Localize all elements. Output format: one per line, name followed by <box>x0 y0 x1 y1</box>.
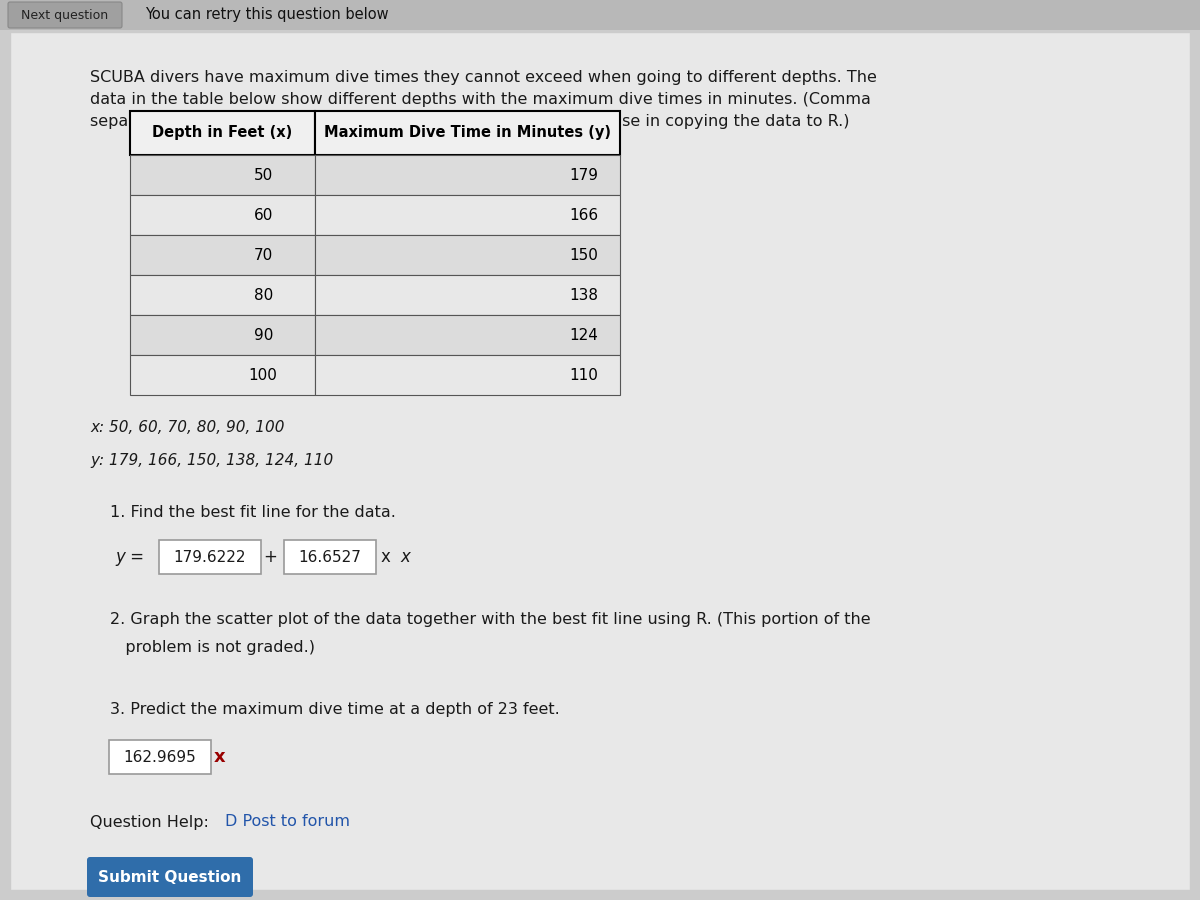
Text: 110: 110 <box>569 367 598 382</box>
Text: SCUBA divers have maximum dive times they cannot exceed when going to different : SCUBA divers have maximum dive times the… <box>90 70 877 130</box>
Bar <box>314 275 620 315</box>
Bar <box>314 315 620 355</box>
Bar <box>0 0 1200 30</box>
Text: 3. Predict the maximum dive time at a depth of 23 feet.: 3. Predict the maximum dive time at a de… <box>110 702 559 717</box>
Text: D Post to forum: D Post to forum <box>226 814 350 830</box>
Text: problem is not graded.): problem is not graded.) <box>110 640 314 655</box>
Text: 2. Graph the scatter plot of the data together with the best fit line using R. (: 2. Graph the scatter plot of the data to… <box>110 612 871 627</box>
Text: 90: 90 <box>253 328 272 343</box>
Bar <box>130 111 314 155</box>
Bar <box>314 235 620 275</box>
Text: 179.6222: 179.6222 <box>174 550 246 564</box>
Text: 80: 80 <box>253 287 272 302</box>
Text: x: x <box>380 548 390 566</box>
Text: 100: 100 <box>248 367 277 382</box>
Text: 162.9695: 162.9695 <box>124 750 197 764</box>
Bar <box>314 111 620 155</box>
FancyBboxPatch shape <box>8 2 122 28</box>
Bar <box>130 195 314 235</box>
Text: 138: 138 <box>569 287 598 302</box>
Text: Maximum Dive Time in Minutes (y): Maximum Dive Time in Minutes (y) <box>324 125 611 140</box>
Text: 1. Find the best fit line for the data.: 1. Find the best fit line for the data. <box>110 505 396 520</box>
Bar <box>314 155 620 195</box>
Text: Submit Question: Submit Question <box>98 869 241 885</box>
FancyBboxPatch shape <box>109 740 211 774</box>
Text: 179: 179 <box>569 167 598 183</box>
Text: 60: 60 <box>253 208 272 222</box>
Bar <box>314 195 620 235</box>
Text: Depth in Feet (x): Depth in Feet (x) <box>152 125 293 140</box>
FancyBboxPatch shape <box>88 857 253 897</box>
FancyBboxPatch shape <box>158 540 262 574</box>
Text: 70: 70 <box>253 248 272 263</box>
Text: You can retry this question below: You can retry this question below <box>145 7 389 22</box>
Bar <box>130 235 314 275</box>
Text: 166: 166 <box>569 208 598 222</box>
Bar <box>130 275 314 315</box>
Text: Question Help:: Question Help: <box>90 814 209 830</box>
Text: 16.6527: 16.6527 <box>299 550 361 564</box>
Bar <box>130 315 314 355</box>
Text: +: + <box>263 548 277 566</box>
Text: 124: 124 <box>569 328 598 343</box>
Text: 50: 50 <box>253 167 272 183</box>
Text: y =: y = <box>115 548 144 566</box>
Text: x: 50, 60, 70, 80, 90, 100: x: 50, 60, 70, 80, 90, 100 <box>90 420 284 435</box>
Bar <box>130 355 314 395</box>
Text: 150: 150 <box>569 248 598 263</box>
FancyBboxPatch shape <box>284 540 376 574</box>
Bar <box>130 155 314 195</box>
Bar <box>314 355 620 395</box>
Text: Next question: Next question <box>22 8 108 22</box>
Text: x: x <box>400 548 410 566</box>
Text: x: x <box>214 748 226 766</box>
Text: y: 179, 166, 150, 138, 124, 110: y: 179, 166, 150, 138, 124, 110 <box>90 453 334 468</box>
